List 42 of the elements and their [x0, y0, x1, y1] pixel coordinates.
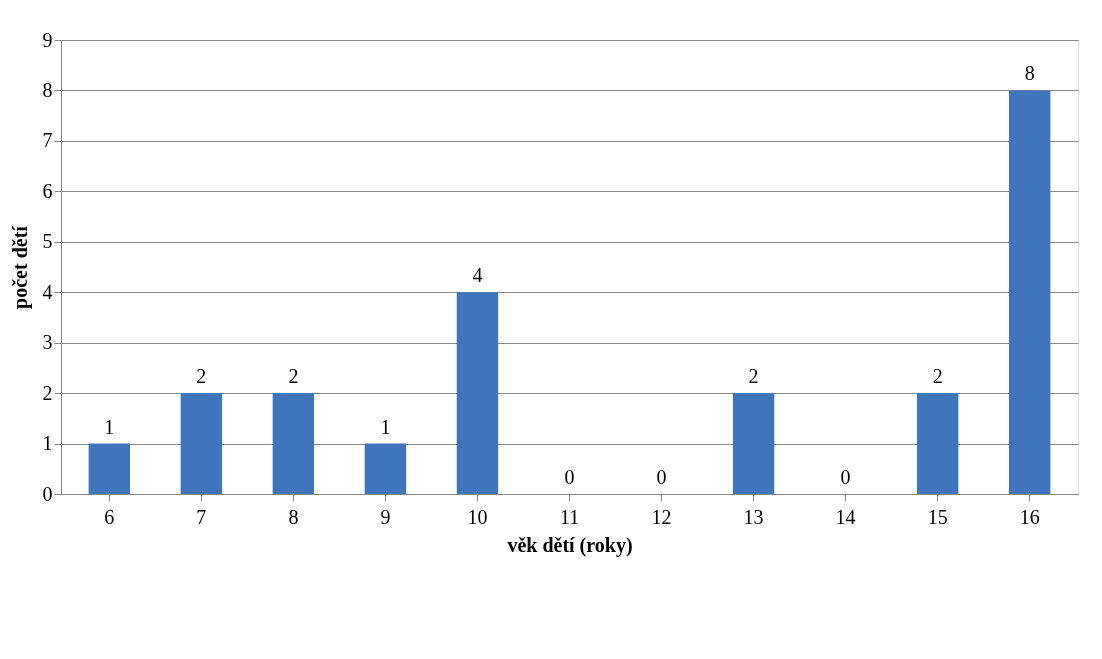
- data-label: 4: [472, 264, 483, 287]
- bar: [364, 443, 407, 494]
- y-tick-label: 8: [42, 78, 53, 101]
- bar: [88, 443, 131, 494]
- y-axis-title: počet dětí: [8, 225, 32, 309]
- y-tick-label: 5: [42, 230, 53, 253]
- x-tick-label: 9: [380, 505, 391, 528]
- bar: [916, 393, 959, 494]
- data-label: 1: [380, 415, 391, 438]
- data-label: 0: [840, 466, 851, 488]
- y-tick-label: 1: [42, 432, 53, 455]
- y-tick-label: 0: [42, 482, 53, 505]
- x-tick-label: 13: [743, 505, 764, 528]
- data-label: 1: [104, 415, 115, 438]
- y-tick-label: 6: [42, 179, 53, 202]
- bar: [1008, 90, 1051, 494]
- y-tick-label: 4: [42, 280, 53, 303]
- x-tick-label: 15: [927, 505, 948, 528]
- x-tick-label: 16: [1019, 505, 1040, 528]
- x-tick-label: 10: [467, 505, 488, 528]
- x-tick-label: 14: [835, 505, 856, 528]
- x-tick-label: 11: [559, 505, 580, 528]
- data-label: 2: [288, 365, 299, 388]
- data-label: 0: [564, 466, 575, 488]
- x-tick-label: 6: [104, 505, 115, 528]
- x-tick-label: 8: [288, 505, 299, 528]
- x-tick-label: 7: [196, 505, 207, 528]
- bar: [272, 393, 315, 494]
- data-label: 0: [656, 466, 667, 488]
- y-tick-label: 2: [42, 381, 53, 404]
- y-tick-label: 3: [42, 331, 53, 354]
- data-label: 2: [196, 365, 207, 388]
- y-tick-label: 9: [42, 28, 53, 51]
- data-label: 8: [1024, 62, 1035, 85]
- bar: [180, 393, 223, 494]
- bar: [732, 393, 775, 494]
- y-tick-label: 7: [42, 129, 53, 152]
- data-label: 2: [932, 365, 943, 388]
- bar: [456, 292, 499, 494]
- data-label: 2: [748, 365, 759, 388]
- x-tick-label: 12: [651, 505, 672, 528]
- x-axis-title: věk dětí (roky): [507, 533, 633, 557]
